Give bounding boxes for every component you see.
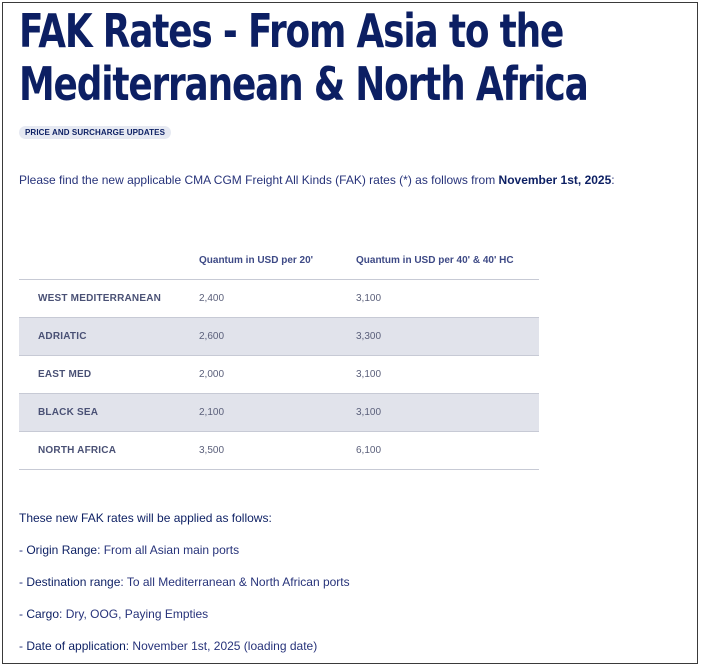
row-rate-40: 3,100 [356,355,539,394]
row-destination: WEST MEDITERRANEAN [19,279,199,318]
note-text: : Dry, OOG, Paying Empties [59,607,209,621]
note-text: : To all Mediterranean & North African p… [120,575,350,589]
row-destination: BLACK SEA [19,393,199,432]
page-title: FAK Rates - From Asia to the Mediterrane… [19,4,589,111]
note-text: : November 1st, 2025 (loading date) [125,639,318,653]
intro-paragraph: Please find the new applicable CMA CGM F… [19,173,615,187]
note-text: : From all Asian main ports [97,543,240,557]
row-rate-40: 3,300 [356,317,539,356]
row-rate-40: 3,100 [356,393,539,432]
row-destination: EAST MED [19,355,199,394]
notes-lead: These new FAK rates will be applied as f… [19,511,272,525]
header-20ft: Quantum in USD per 20' [199,241,356,280]
row-rate-20: 3,500 [199,431,356,470]
note-item: - Date of application: November 1st, 202… [19,639,318,653]
page-frame: FAK Rates - From Asia to the Mediterrane… [2,2,698,664]
row-destination: NORTH AFRICA [19,431,199,470]
category-tag[interactable]: PRICE AND SURCHARGE UPDATES [19,126,172,139]
row-destination: ADRIATIC [19,317,199,356]
row-rate-20: 2,400 [199,279,356,318]
table-row: WEST MEDITERRANEAN 2,400 3,100 [19,279,539,318]
intro-colon: : [611,173,615,187]
note-label: Destination range [26,575,121,589]
header-destination [19,241,199,280]
table-row: BLACK SEA 2,100 3,100 [19,393,539,432]
row-rate-20: 2,100 [199,393,356,432]
row-rate-40: 3,100 [356,279,539,318]
application-notes: These new FAK rates will be applied as f… [19,511,350,671]
note-item: - Destination range: To all Mediterranea… [19,575,350,589]
note-label: Date of application [26,639,126,653]
header-40ft: Quantum in USD per 40' & 40' HC [356,241,539,280]
note-item: - Cargo: Dry, OOG, Paying Empties [19,607,209,621]
row-rate-20: 2,000 [199,355,356,394]
note-label: Cargo [26,607,60,621]
table-row: EAST MED 2,000 3,100 [19,355,539,394]
note-label: Origin Range [26,543,98,557]
note-item: - Origin Range: From all Asian main port… [19,543,240,557]
intro-date: November 1st, 2025 [498,173,612,187]
rates-table: Quantum in USD per 20' Quantum in USD pe… [19,241,539,470]
row-rate-40: 6,100 [356,431,539,470]
table-row: ADRIATIC 2,600 3,300 [19,317,539,356]
intro-text: Please find the new applicable CMA CGM F… [19,173,499,187]
table-row: NORTH AFRICA 3,500 6,100 [19,431,539,470]
table-header-row: Quantum in USD per 20' Quantum in USD pe… [19,241,539,280]
article: FAK Rates - From Asia to the Mediterrane… [19,3,689,653]
row-rate-20: 2,600 [199,317,356,356]
